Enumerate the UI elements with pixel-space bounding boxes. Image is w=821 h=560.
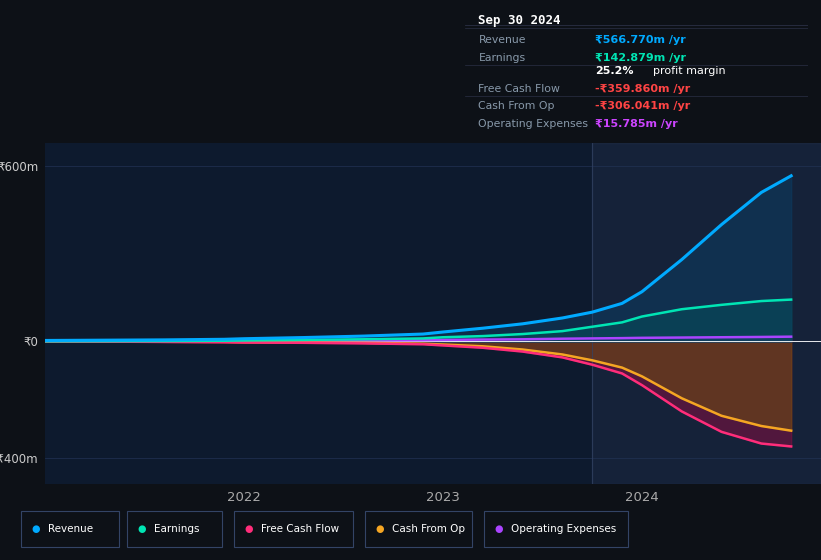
Text: Revenue: Revenue	[48, 524, 93, 534]
Text: Operating Expenses: Operating Expenses	[511, 524, 617, 534]
Text: ●: ●	[31, 524, 39, 534]
Text: Sep 30 2024: Sep 30 2024	[479, 14, 561, 27]
Text: Earnings: Earnings	[154, 524, 200, 534]
Text: Earnings: Earnings	[479, 53, 525, 63]
Text: Free Cash Flow: Free Cash Flow	[479, 85, 560, 94]
Text: ●: ●	[138, 524, 146, 534]
Text: -₹359.860m /yr: -₹359.860m /yr	[595, 85, 690, 94]
Text: profit margin: profit margin	[654, 67, 726, 77]
Text: Operating Expenses: Operating Expenses	[479, 119, 589, 129]
Bar	[592, 143, 821, 484]
Text: Cash From Op: Cash From Op	[392, 524, 466, 534]
Text: 25.2%: 25.2%	[595, 67, 634, 77]
Text: Free Cash Flow: Free Cash Flow	[261, 524, 339, 534]
Text: ₹566.770m /yr: ₹566.770m /yr	[595, 35, 686, 45]
Text: ●: ●	[245, 524, 253, 534]
Text: -₹306.041m /yr: -₹306.041m /yr	[595, 101, 690, 111]
Text: ●: ●	[376, 524, 384, 534]
Text: ●: ●	[495, 524, 503, 534]
Text: ₹15.785m /yr: ₹15.785m /yr	[595, 119, 678, 129]
Text: ₹142.879m /yr: ₹142.879m /yr	[595, 53, 686, 63]
Text: Revenue: Revenue	[479, 35, 526, 45]
Text: Cash From Op: Cash From Op	[479, 101, 555, 111]
